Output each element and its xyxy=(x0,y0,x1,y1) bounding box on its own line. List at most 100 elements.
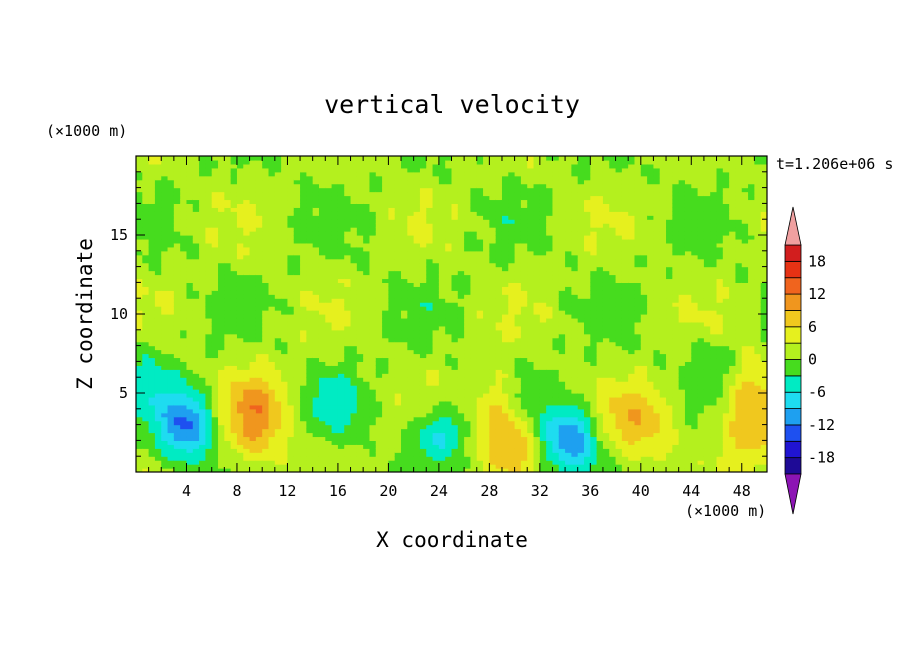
heatmap-cell xyxy=(173,302,181,307)
heatmap-cell xyxy=(218,187,225,193)
heatmap-cell xyxy=(464,187,472,193)
heatmap-cell xyxy=(476,270,484,276)
heatmap-cell xyxy=(142,317,150,323)
heatmap-cell xyxy=(413,412,421,418)
heatmap-cell xyxy=(426,254,434,260)
heatmap-cell xyxy=(382,290,389,295)
heatmap-cell xyxy=(432,306,440,311)
heatmap-cell xyxy=(369,393,377,398)
heatmap-cell xyxy=(382,270,389,276)
heatmap-cell xyxy=(312,266,320,272)
heatmap-cell xyxy=(224,298,232,303)
heatmap-cell xyxy=(413,420,421,426)
heatmap-cell xyxy=(274,365,282,370)
heatmap-cell xyxy=(432,440,440,445)
heatmap-cell xyxy=(464,238,472,244)
heatmap-cell xyxy=(180,389,188,394)
heatmap-cell xyxy=(331,250,339,256)
heatmap-cell xyxy=(470,211,478,216)
heatmap-cell xyxy=(236,183,244,189)
heatmap-cell xyxy=(483,231,490,236)
heatmap-cell xyxy=(180,306,188,311)
heatmap-cell xyxy=(394,302,402,307)
heatmap-cell xyxy=(192,195,200,201)
heatmap-cell xyxy=(300,175,307,181)
heatmap-cell xyxy=(464,254,472,260)
heatmap-cell xyxy=(337,294,345,299)
heatmap-cell xyxy=(300,353,307,359)
heatmap-cell xyxy=(363,456,371,461)
heatmap-cell xyxy=(419,404,427,410)
heatmap-cell xyxy=(287,448,295,453)
heatmap-cell xyxy=(520,452,528,457)
heatmap-cell xyxy=(382,183,389,189)
heatmap-cell xyxy=(211,270,219,276)
heatmap-cell xyxy=(432,444,440,449)
heatmap-cell xyxy=(312,242,320,248)
heatmap-cell xyxy=(230,404,238,410)
heatmap-cell xyxy=(445,369,453,374)
heatmap-cell xyxy=(262,456,270,461)
heatmap-cell xyxy=(224,464,232,469)
heatmap-cell xyxy=(268,373,276,378)
heatmap-cell xyxy=(363,341,371,347)
heatmap-cell xyxy=(382,171,389,177)
heatmap-cell xyxy=(274,389,282,394)
heatmap-cell xyxy=(186,365,194,370)
heatmap-cell xyxy=(318,321,326,327)
heatmap-cell xyxy=(243,199,251,204)
heatmap-cell xyxy=(173,211,181,216)
heatmap-cell xyxy=(274,440,282,445)
heatmap-cell xyxy=(293,238,301,244)
heatmap-cell xyxy=(527,460,535,465)
heatmap-cell xyxy=(230,357,238,362)
heatmap-cell xyxy=(457,298,465,303)
heatmap-cell xyxy=(457,381,465,386)
heatmap-cell xyxy=(180,436,188,441)
heatmap-cell xyxy=(287,432,295,438)
heatmap-cell xyxy=(401,381,408,386)
heatmap-cell xyxy=(318,317,326,323)
heatmap-cell xyxy=(495,282,503,287)
heatmap-cell xyxy=(369,329,377,335)
heatmap-cell xyxy=(438,235,446,240)
heatmap-cell xyxy=(173,286,181,291)
heatmap-cell xyxy=(401,250,408,256)
heatmap-cell xyxy=(186,357,194,362)
heatmap-cell xyxy=(312,456,320,461)
heatmap-cell xyxy=(375,420,383,426)
heatmap-cell xyxy=(268,211,276,216)
heatmap-cell xyxy=(451,242,459,248)
heatmap-cell xyxy=(255,345,263,351)
heatmap-cell xyxy=(337,159,345,165)
heatmap-cell xyxy=(445,250,453,256)
heatmap-cell xyxy=(495,254,503,260)
heatmap-cell xyxy=(224,187,232,193)
heatmap-cell xyxy=(230,365,238,370)
heatmap-cell xyxy=(501,337,509,343)
heatmap-cell xyxy=(432,424,440,430)
heatmap-cell xyxy=(457,302,465,307)
heatmap-cell xyxy=(508,219,516,224)
heatmap-cell xyxy=(274,373,282,378)
heatmap-cell xyxy=(325,385,333,390)
heatmap-cell xyxy=(413,329,421,335)
heatmap-cell xyxy=(445,199,453,204)
heatmap-cell xyxy=(413,254,421,260)
heatmap-cell xyxy=(426,223,434,228)
heatmap-cell xyxy=(136,250,143,256)
heatmap-cell xyxy=(224,321,232,327)
heatmap-cell xyxy=(438,456,446,461)
heatmap-cell xyxy=(161,183,169,189)
heatmap-cell xyxy=(432,207,440,212)
heatmap-cell xyxy=(514,167,522,173)
heatmap-cell xyxy=(356,396,364,402)
heatmap-cell xyxy=(344,369,352,374)
heatmap-cell xyxy=(318,400,326,406)
heatmap-cell xyxy=(249,254,257,260)
heatmap-cell xyxy=(501,242,509,248)
heatmap-cell xyxy=(350,215,358,220)
heatmap-cell xyxy=(281,373,289,378)
heatmap-cell xyxy=(255,171,263,177)
heatmap-cell xyxy=(508,278,516,283)
